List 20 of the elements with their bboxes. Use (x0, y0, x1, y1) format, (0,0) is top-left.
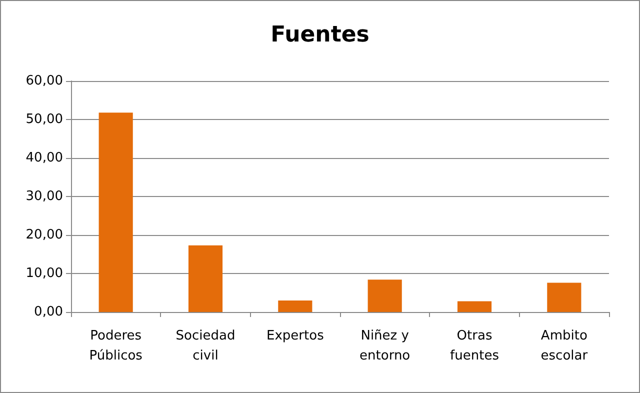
y-tick-label: 30,00 (26, 189, 63, 204)
bar (278, 300, 312, 312)
y-tick-label: 40,00 (26, 150, 63, 166)
x-tick-label: Ambito escolar (540, 328, 588, 364)
y-tick-label: 0,00 (34, 304, 63, 320)
bar (457, 301, 492, 312)
x-tick-label: Expertos (266, 328, 324, 344)
y-tick-label: 10,00 (26, 266, 63, 281)
bar (547, 282, 582, 312)
chart-title: Fuentes (270, 22, 370, 48)
y-tick-label: 50,00 (26, 112, 63, 127)
y-tick-label: 20,00 (26, 228, 63, 242)
x-tick-label: Niñez y entorno (360, 328, 410, 364)
bar (188, 245, 223, 312)
bar (368, 280, 402, 312)
x-tick-label: Sociedad civil (176, 328, 236, 364)
y-tick-label: 60,00 (26, 74, 63, 88)
x-tick-label: Poderes Públicos (89, 328, 143, 364)
x-tick-label: Otras fuentes (450, 328, 500, 364)
bar (98, 112, 133, 312)
